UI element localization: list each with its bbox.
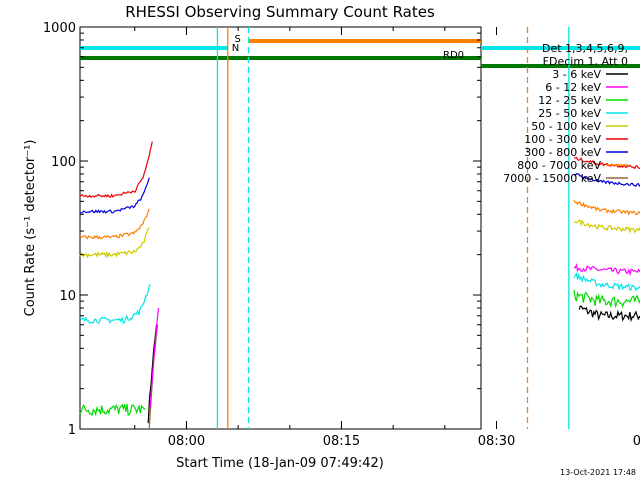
flag-bars: SNRD0RD4	[80, 34, 640, 68]
legend-header: FDecim 1, Att 0	[543, 55, 628, 68]
x-axis-label: Start Time (18-Jan-09 07:49:42)	[176, 456, 384, 471]
legend-label: 6 - 12 keV	[545, 81, 601, 94]
legend-label: 300 - 800 keV	[524, 146, 601, 159]
series-line	[149, 307, 160, 408]
series-line	[79, 226, 150, 259]
y-tick-label: 1	[68, 423, 76, 438]
series-line	[573, 156, 640, 170]
legend-label: 3 - 6 keV	[552, 68, 601, 81]
legend-label: 12 - 25 keV	[538, 94, 601, 107]
x-tick-label: 08:45	[633, 434, 640, 449]
series-line	[573, 173, 640, 188]
series-line	[573, 219, 640, 234]
series-line	[79, 177, 150, 214]
series-line	[578, 305, 640, 323]
legend-label: 100 - 300 keV	[524, 133, 601, 146]
flag-label: RD0	[443, 50, 464, 61]
legend-label: 50 - 100 keV	[531, 120, 601, 133]
y-axis-label: Count Rate (s⁻¹ detector⁻¹)	[23, 140, 38, 317]
chart-title: RHESSI Observing Summary Count Rates	[125, 3, 435, 21]
series-line	[573, 272, 640, 292]
legend-label: 25 - 50 keV	[538, 107, 601, 120]
series-line	[573, 199, 640, 216]
series-line	[79, 141, 153, 199]
legend-label: 7000 - 15000 keV	[503, 172, 601, 185]
legend: Det 1,3,4,5,6,9,FDecim 1, Att 03 - 6 keV…	[503, 42, 628, 185]
series-line	[573, 289, 640, 309]
vertical-markers	[216, 27, 570, 429]
legend-label: 800 - 7000 keV	[517, 159, 601, 172]
legend-header: Det 1,3,4,5,6,9,	[542, 42, 628, 55]
footer-timestamp: 13-Oct-2021 17:48	[560, 468, 636, 477]
plot-frame	[79, 26, 482, 430]
x-tick-label: 08:00	[168, 434, 205, 449]
flag-label: S	[234, 34, 240, 45]
data-series	[79, 141, 640, 430]
x-tick-label: 08:30	[478, 434, 515, 449]
x-tick-label: 08:15	[323, 434, 360, 449]
y-tick-label: 1000	[43, 21, 76, 36]
y-tick-label: 100	[51, 155, 76, 170]
flag-label: N	[232, 43, 239, 54]
series-line	[79, 284, 151, 324]
series-line	[573, 263, 640, 277]
series-line	[79, 403, 146, 417]
series-line	[148, 324, 159, 430]
series-line	[79, 208, 150, 240]
y-tick-label: 10	[59, 289, 76, 304]
y-axis-ticks: 1 10 100 1000	[43, 21, 481, 438]
